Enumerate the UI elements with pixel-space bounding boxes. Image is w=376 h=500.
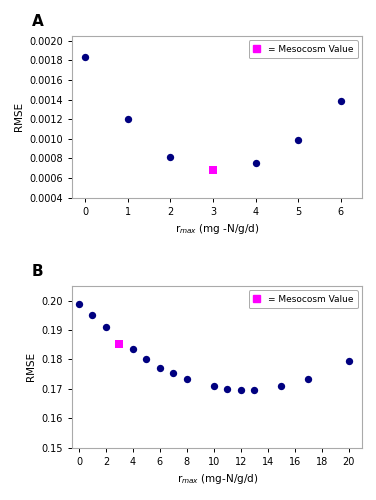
Point — [143, 356, 149, 364]
Point — [346, 358, 352, 366]
Y-axis label: RMSE: RMSE — [14, 102, 24, 132]
Point — [224, 386, 230, 394]
Point — [251, 386, 257, 394]
Point — [124, 115, 130, 123]
Text: B: B — [32, 264, 43, 280]
Point — [103, 323, 109, 331]
X-axis label: r$_{max}$ (mg-N/g/d): r$_{max}$ (mg-N/g/d) — [176, 472, 258, 486]
X-axis label: r$_{max}$ (mg -N/g/d): r$_{max}$ (mg -N/g/d) — [175, 222, 259, 236]
Point — [210, 166, 216, 174]
Point — [238, 386, 244, 394]
Point — [157, 364, 163, 372]
Point — [167, 154, 173, 162]
Point — [295, 136, 301, 143]
Point — [278, 382, 284, 390]
Y-axis label: RMSE: RMSE — [26, 352, 36, 382]
Point — [82, 54, 88, 62]
Point — [170, 369, 176, 377]
Point — [253, 159, 259, 167]
Legend: = Mesocosm Value: = Mesocosm Value — [249, 290, 358, 308]
Point — [76, 300, 82, 308]
Point — [184, 375, 190, 383]
Point — [211, 382, 217, 390]
Point — [305, 375, 311, 383]
Point — [338, 96, 344, 104]
Point — [89, 312, 96, 320]
Legend: = Mesocosm Value: = Mesocosm Value — [249, 40, 358, 58]
Point — [130, 345, 136, 353]
Point — [117, 340, 123, 348]
Text: A: A — [32, 14, 43, 30]
